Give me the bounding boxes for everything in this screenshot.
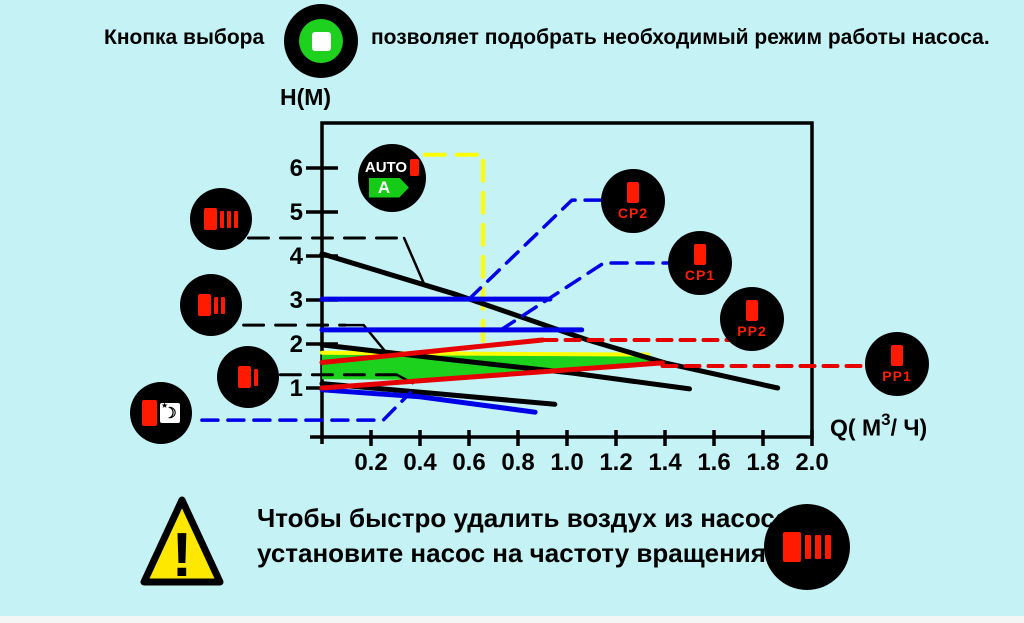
auto-label: AUTO <box>364 158 408 176</box>
select-button-white-square <box>311 31 331 51</box>
speed-3-mode-icon-large <box>764 504 850 590</box>
display-indicator-icon <box>238 366 251 388</box>
speed-1-mode-icon <box>217 346 279 408</box>
energy-class-arrow-icon: A <box>368 177 409 198</box>
y-tick-label: 1 <box>290 375 303 402</box>
x-tick-label: 0.6 <box>452 449 485 476</box>
display-indicator-icon <box>693 244 706 265</box>
display-indicator-icon <box>891 345 903 366</box>
speed-bars-icon <box>805 535 831 559</box>
x-axis-label: Q( М3/ Ч) <box>830 410 928 442</box>
auto-connector <box>422 152 485 353</box>
y-tick-label: 3 <box>290 287 303 314</box>
speed-3-mode-icon <box>190 188 252 250</box>
display-indicator-icon <box>626 182 639 203</box>
pp2-curve <box>319 337 545 365</box>
night-mode-icon: ★ ☽ <box>130 382 192 444</box>
x-tick-label: 0.2 <box>354 449 387 476</box>
cp1-mode-icon: CP1 <box>668 231 732 295</box>
x-tick-label: 1.0 <box>550 449 583 476</box>
y-tick-label: 2 <box>290 331 303 358</box>
footer-text-line1: Чтобы быстро удалить воздух из насоса, <box>257 503 797 533</box>
y-tick-label: 6 <box>290 155 303 182</box>
header-text-before: Кнопка выбора <box>104 26 265 49</box>
x-tick-label: 0.4 <box>403 449 437 476</box>
x-tick-label: 2.0 <box>795 449 828 476</box>
header-text-after: позволяет подобрать необходимый режим ра… <box>371 26 990 49</box>
x-axis-label-pre: Q( М <box>830 414 882 441</box>
display-indicator-icon <box>783 532 801 562</box>
warning-exclamation: ! <box>172 521 193 590</box>
auto-range-top-line <box>320 350 650 357</box>
pp1-label: PP1 <box>882 368 912 384</box>
night-symbol-box: ★ ☽ <box>160 401 180 423</box>
display-indicator-icon <box>746 300 758 321</box>
speed2-connector-tail <box>344 323 387 354</box>
display-indicator-icon <box>142 400 157 426</box>
x-tick-label: 1.2 <box>599 449 632 476</box>
autoadapt-mode-icon: AUTO A <box>358 144 426 212</box>
speed-2-mode-icon <box>180 274 242 336</box>
cp1-label: CP1 <box>684 267 716 283</box>
pp2-label: PP2 <box>737 323 767 339</box>
bottom-border-strip <box>0 616 1024 623</box>
display-indicator-icon <box>197 294 211 316</box>
cp2-mode-icon: CP2 <box>601 169 665 233</box>
night-curve <box>319 387 538 415</box>
cp2-label: CP2 <box>617 205 649 221</box>
y-tick-label: 4 <box>290 243 304 270</box>
pp2-mode-icon: PP2 <box>720 287 784 351</box>
x-tick-label: 0.8 <box>501 449 534 476</box>
pp1-curve <box>319 360 665 391</box>
x-tick-label: 1.8 <box>746 449 779 476</box>
warning-triangle-icon: ! <box>140 496 224 590</box>
speed3-connector-tail <box>402 236 427 288</box>
display-indicator-icon <box>204 208 217 230</box>
x-axis-label-sup: 3 <box>881 410 891 429</box>
speed-bars-icon <box>220 210 238 228</box>
mode-select-button-icon <box>284 4 358 78</box>
cp1-connector <box>499 261 702 332</box>
select-button-green-ring <box>299 19 343 63</box>
speed-bars-icon <box>213 296 225 314</box>
x-axis-label-post: / Ч) <box>890 414 928 441</box>
y-axis-label: H(M) <box>280 84 332 110</box>
footer-text-line2: установите насос на частоту вращения <box>257 538 766 568</box>
speed2-curve <box>319 342 692 392</box>
pp1-mode-icon: PP1 <box>865 332 929 396</box>
night-connector <box>200 391 412 422</box>
speed-bars-icon <box>254 368 258 386</box>
display-indicator-icon <box>410 158 420 176</box>
moon-icon: ☽ <box>163 404 177 422</box>
x-tick-label: 1.4 <box>648 449 682 476</box>
star-icon: ★ <box>161 401 169 410</box>
y-tick-label: 5 <box>290 199 303 226</box>
x-tick-label: 1.6 <box>697 449 730 476</box>
